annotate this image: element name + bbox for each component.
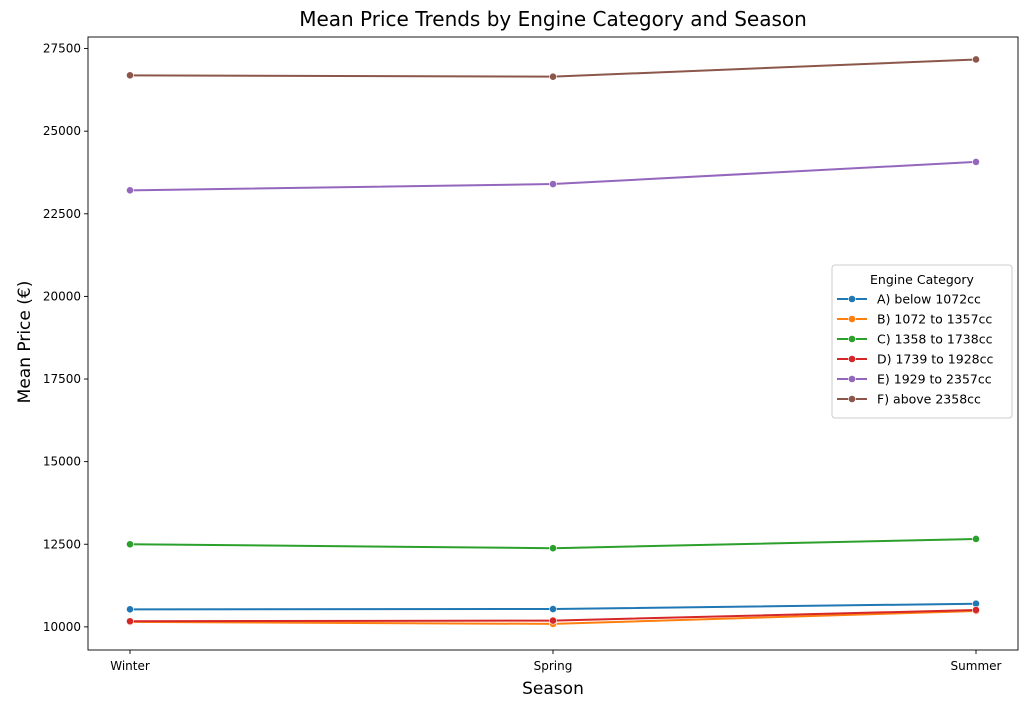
legend-swatch-marker <box>848 355 856 363</box>
legend: Engine Category A) below 1072cc B) 1072 to… <box>831 264 1013 419</box>
legend-swatch-marker <box>848 315 856 323</box>
legend-entry-label: F) above 2358cc <box>877 392 981 407</box>
data-point <box>126 540 134 549</box>
data-point <box>972 55 980 64</box>
data-point <box>549 72 557 81</box>
data-point <box>972 158 980 166</box>
x-tick-label: Summer <box>951 659 1002 673</box>
legend-swatch-marker <box>848 395 856 403</box>
legend-title: Engine Category <box>870 272 975 287</box>
y-tick-label: 22500 <box>43 207 81 221</box>
y-tick-label: 10000 <box>43 620 81 634</box>
plot-area: 10000 12500 15000 17500 20000 22500 25000 27500… <box>43 36 1019 673</box>
data-point <box>126 605 134 614</box>
x-axis-title: Season <box>522 679 584 699</box>
x-tick-label: Spring <box>534 659 573 673</box>
legend-box <box>831 264 1013 419</box>
y-tick-label: 25000 <box>43 124 81 138</box>
y-tick-label: 12500 <box>43 537 81 551</box>
data-point <box>126 186 134 195</box>
chart-title: Mean Price Trends by Engine Category and… <box>299 7 807 31</box>
data-point <box>126 617 134 626</box>
legend-entry-label: D) 1739 to 1928cc <box>877 352 993 367</box>
data-point <box>549 544 557 553</box>
data-point <box>549 180 557 188</box>
legend-swatch-marker <box>848 335 856 343</box>
y-axis-title: Mean Price (€) <box>15 281 35 404</box>
legend-swatch-marker <box>848 295 856 303</box>
y-tick-label: 27500 <box>43 42 81 56</box>
x-tick-label: Winter <box>110 659 150 673</box>
legend-swatch-marker <box>848 375 856 383</box>
legend-entry-label: B) 1072 to 1357cc <box>877 312 992 327</box>
legend-entry-label: E) 1929 to 2357cc <box>877 372 992 387</box>
data-point <box>549 605 557 613</box>
legend-entry-label: C) 1358 to 1738cc <box>877 332 993 347</box>
data-point <box>972 535 980 543</box>
data-point <box>126 71 134 80</box>
data-point <box>972 606 980 614</box>
y-tick-label: 20000 <box>43 289 81 303</box>
legend-entry-label: A) below 1072cc <box>877 292 981 307</box>
y-tick-label: 17500 <box>43 372 81 386</box>
data-point <box>549 616 557 625</box>
y-tick-label: 15000 <box>43 455 81 469</box>
